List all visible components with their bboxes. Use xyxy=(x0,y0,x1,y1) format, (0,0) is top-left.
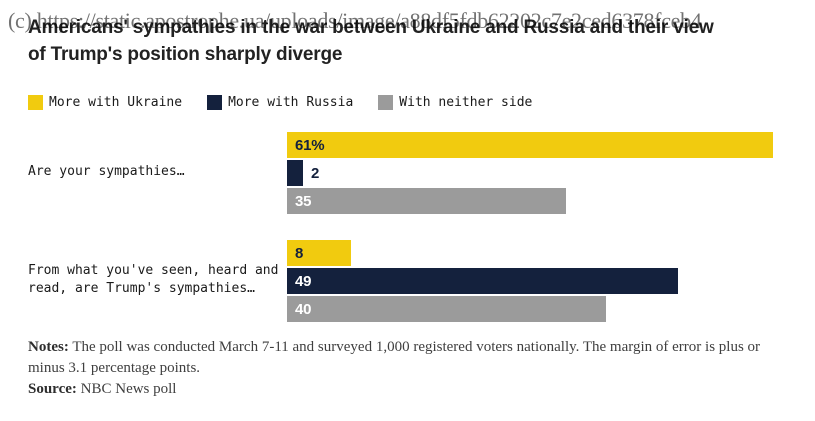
source-text: NBC News poll xyxy=(80,381,177,397)
bar-group-sympathies: 61% 2 35 xyxy=(287,132,781,216)
bar-trump-ukraine: 8 xyxy=(287,240,351,266)
bar-value: 49 xyxy=(295,272,312,290)
notes-line: Notes: The poll was conducted March 7-11… xyxy=(28,337,780,379)
bar-trump-russia: 49 xyxy=(287,268,678,294)
bar-value: 40 xyxy=(295,300,312,318)
bar-sympathies-russia xyxy=(287,160,303,186)
notes-text: The poll was conducted March 7-11 and su… xyxy=(28,339,761,376)
bar-value-outside: 2 xyxy=(311,164,320,182)
bar-value: 8 xyxy=(295,244,304,262)
bar-row: 49 xyxy=(287,268,686,294)
legend-swatch-russia-icon xyxy=(207,95,223,110)
legend-label-ukraine: More with Ukraine xyxy=(49,95,183,110)
category-label-trump-sympathies: From what you've seen, heard and read, a… xyxy=(28,263,279,296)
bar-row: 35 xyxy=(287,188,781,214)
source-label: Source: xyxy=(28,381,77,397)
legend: More with Ukraine More with Russia With … xyxy=(28,95,532,110)
bar-group-trump-sympathies: 8 49 40 xyxy=(287,240,686,324)
footnotes: Notes: The poll was conducted March 7-11… xyxy=(28,337,780,400)
bar-value: 35 xyxy=(295,192,312,210)
legend-label-neither: With neither side xyxy=(399,95,533,110)
source-line: Source: NBC News poll xyxy=(28,379,780,400)
bar-row: 2 xyxy=(287,160,781,186)
legend-item-ukraine: More with Ukraine xyxy=(28,95,182,110)
legend-item-russia: More with Russia xyxy=(207,95,353,110)
bar-row: 40 xyxy=(287,296,686,322)
bar-sympathies-neither: 35 xyxy=(287,188,566,214)
legend-item-neither: With neither side xyxy=(378,95,532,110)
bar-value: 61% xyxy=(295,136,325,154)
notes-label: Notes: xyxy=(28,339,69,355)
bar-trump-neither: 40 xyxy=(287,296,606,322)
legend-swatch-ukraine-icon xyxy=(28,95,43,110)
chart-title: Americans' sympathies in the war between… xyxy=(28,14,788,68)
bar-sympathies-ukraine: 61% xyxy=(287,132,773,158)
watermark-url: (c) https://static.apostrophe.ua/uploads… xyxy=(8,8,702,33)
chart-title-line2: of Trump's position sharply diverge xyxy=(28,44,343,65)
legend-swatch-neither-icon xyxy=(378,95,394,110)
bar-row: 8 xyxy=(287,240,686,266)
chart-title-line1: Americans' sympathies in the war between… xyxy=(28,17,714,38)
category-label-sympathies: Are your sympathies… xyxy=(28,164,185,179)
legend-label-russia: More with Russia xyxy=(228,95,354,110)
bar-row: 61% xyxy=(287,132,781,158)
